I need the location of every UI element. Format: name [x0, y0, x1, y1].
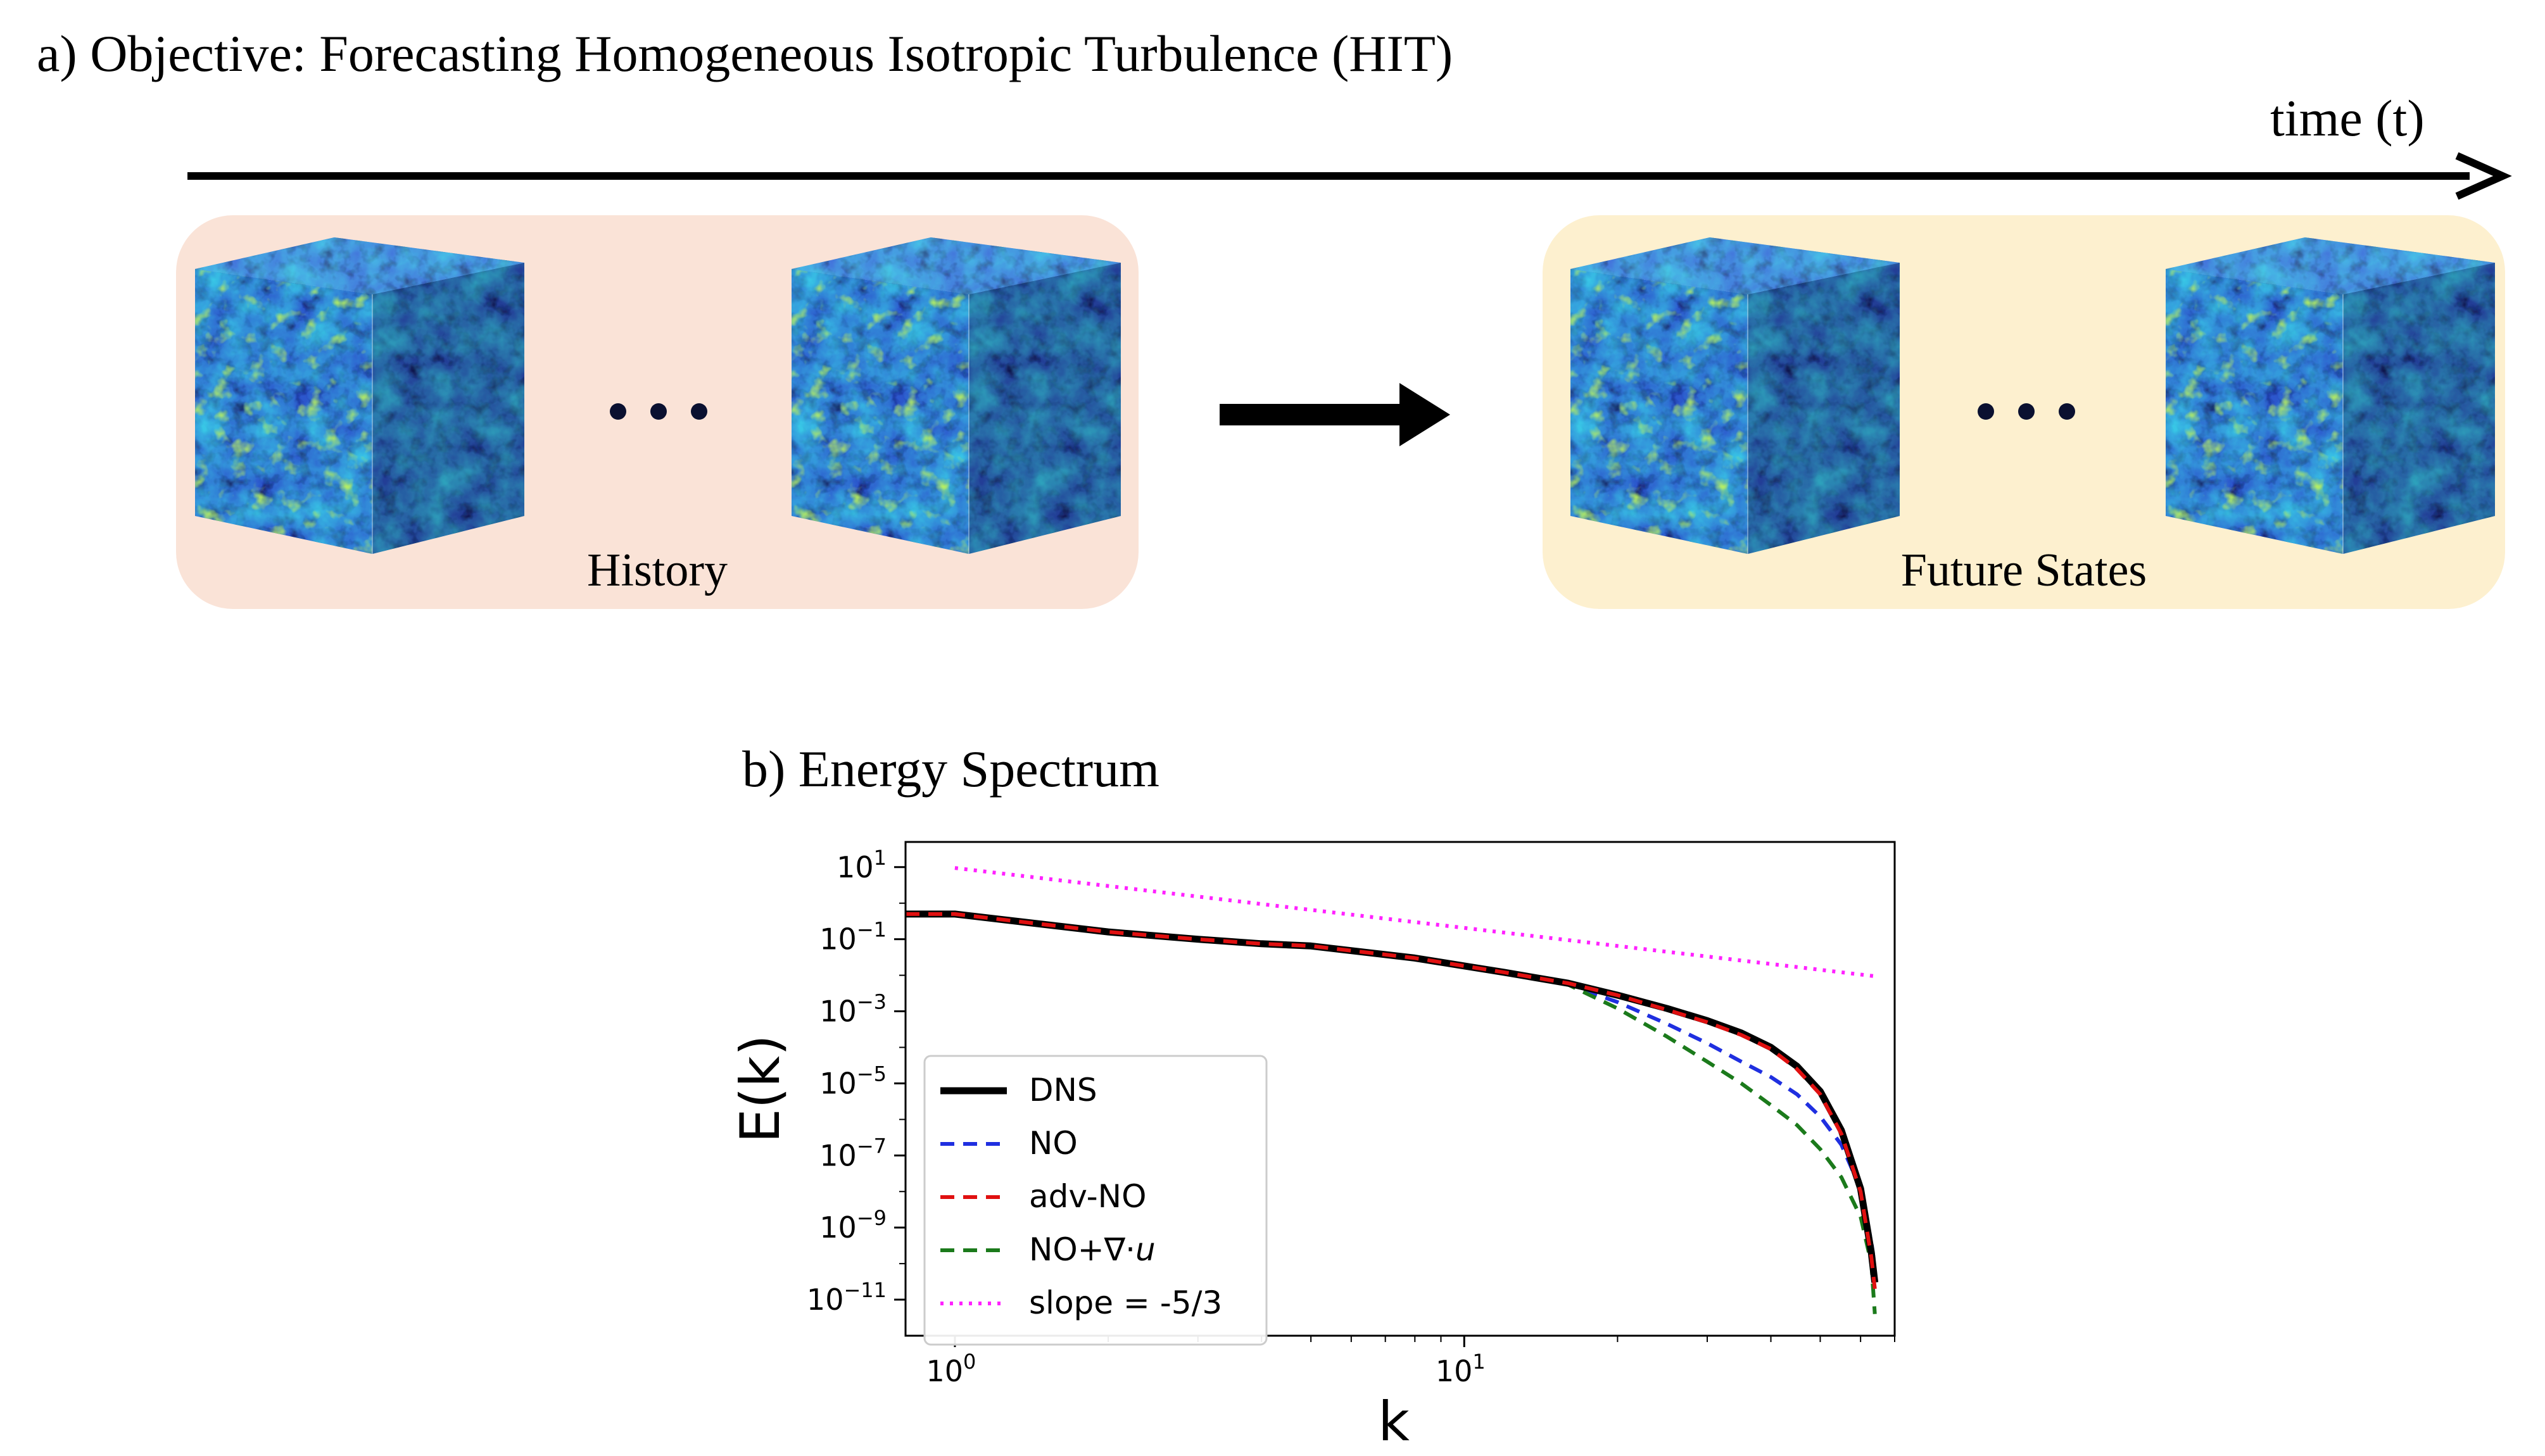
x-axis-label: k	[1378, 1390, 1410, 1453]
future-ellipsis	[1978, 403, 2075, 420]
y-tick-label: 10−1	[819, 918, 887, 957]
future-cube-first	[1570, 237, 1900, 554]
future-cube-last	[2166, 237, 2495, 554]
y-tick-label: 101	[837, 846, 887, 884]
x-tick-label: 100	[926, 1350, 976, 1388]
legend-box	[923, 1055, 1268, 1346]
y-tick-label: 10−3	[819, 990, 887, 1029]
x-tick-label: 101	[1436, 1350, 1486, 1388]
figure-a-title: a) Objective: Forecasting Homogeneous Is…	[37, 25, 1453, 82]
y-axis-label: E(k)	[729, 1034, 792, 1143]
figure-b-title: b) Energy Spectrum	[742, 740, 1159, 798]
legend-label: NO+∇·u	[1029, 1231, 1156, 1268]
series-line-2	[906, 912, 1877, 1290]
y-tick-label: 10−5	[819, 1062, 887, 1100]
energy-spectrum-chart: 100 101 101 10−1 10−3 10−5 10−7 10−9 10−11 k E(k) D…	[729, 841, 1896, 1453]
y-tick-label: 10−9	[819, 1206, 887, 1245]
history-ellipsis	[610, 403, 707, 420]
series-line-4	[954, 866, 1876, 979]
y-tick-label: 10−11	[807, 1278, 887, 1317]
time-axis-label: time (t)	[2270, 89, 2425, 147]
forecast-arrow	[1220, 383, 1450, 446]
legend: DNS NO adv-NO NO+∇·u slope = -5/3	[923, 1055, 1268, 1346]
time-axis-arrow	[187, 152, 2512, 200]
turbulence-cubes-layer	[0, 0, 2545, 633]
history-cube-first	[195, 237, 524, 554]
plot-frame	[904, 841, 1896, 1337]
future-states-label: Future States	[1900, 544, 2147, 596]
legend-label: adv-NO	[1029, 1178, 1146, 1215]
legend-label: slope = -5/3	[1029, 1284, 1222, 1321]
history-cube-last	[792, 237, 1121, 554]
y-tick-label: 10−7	[819, 1134, 887, 1172]
legend-label: DNS	[1029, 1072, 1097, 1108]
history-label: History	[587, 544, 728, 596]
legend-label: NO	[1029, 1125, 1078, 1162]
